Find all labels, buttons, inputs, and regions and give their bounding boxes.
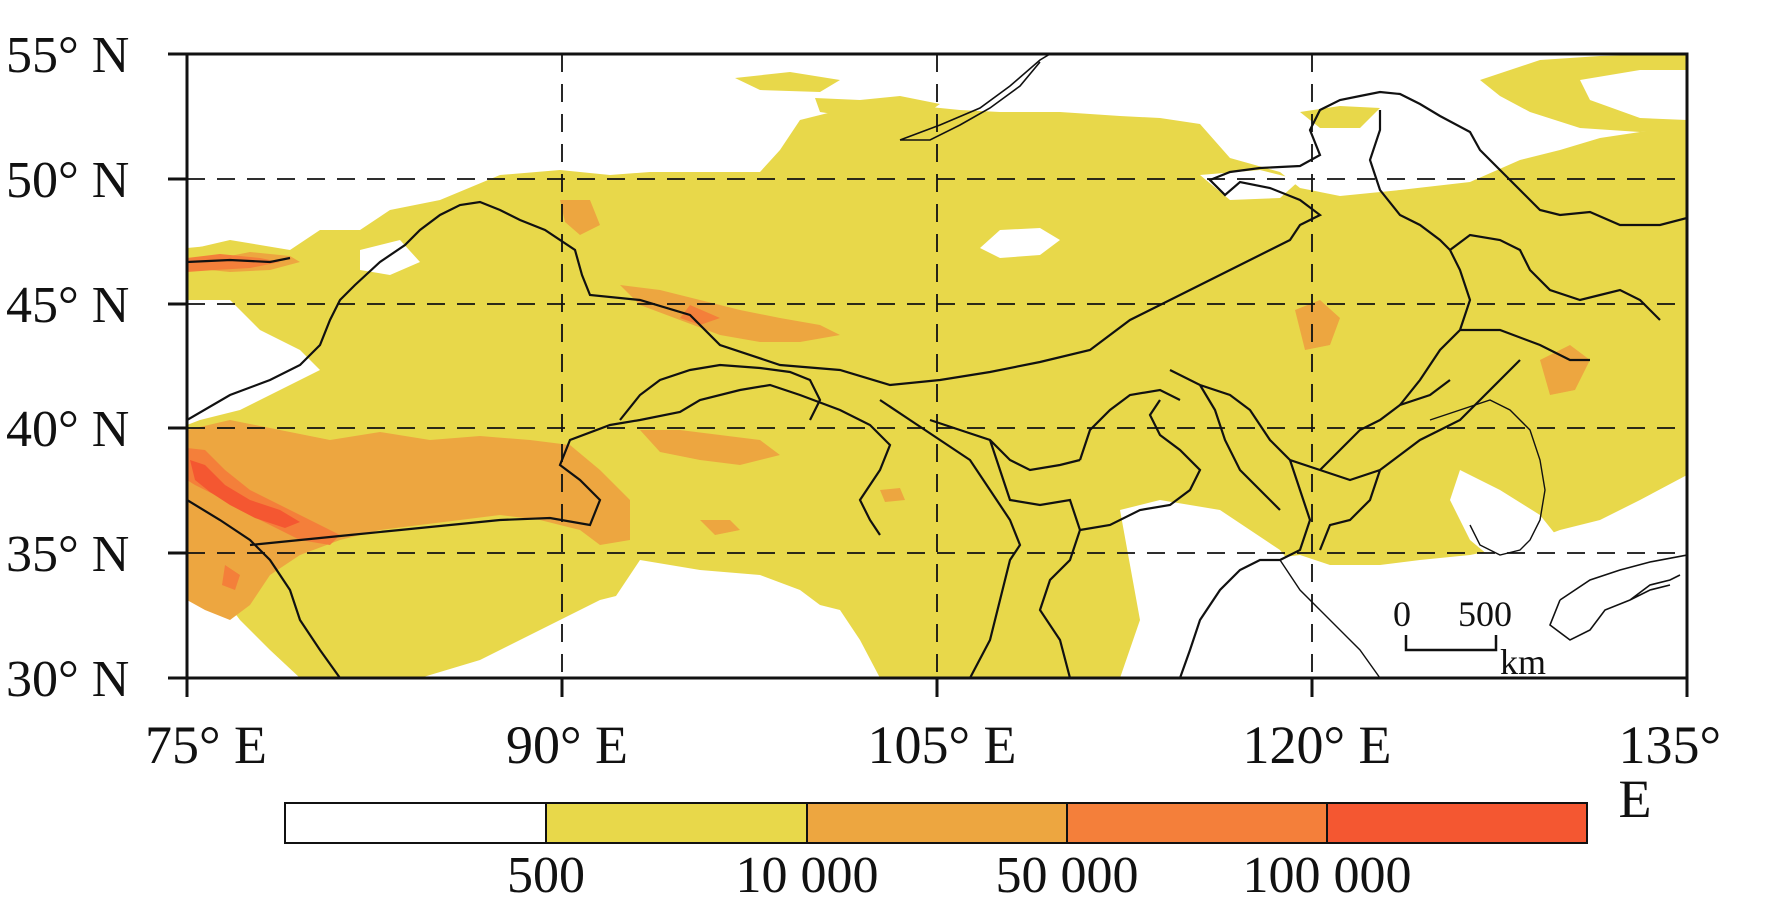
lat-label-50n: 50° N: [6, 152, 130, 209]
inner-boundaries-central: [879, 388, 1202, 678]
korea-coast: [1429, 399, 1546, 556]
colorbar-label-50000: 50 000: [995, 847, 1139, 904]
lat-label-55n: 55° N: [6, 27, 130, 84]
japan-coast: [1549, 554, 1687, 641]
country-boundary-south: [187, 499, 341, 678]
lon-label-75e: 75° E: [144, 715, 268, 775]
colorbar-label-10000: 10 000: [735, 847, 879, 904]
fill-class-2: [187, 200, 1590, 620]
lon-label-135e: 135° E: [1618, 715, 1722, 829]
inner-boundary-tibet: [249, 383, 892, 547]
fill-class-4: [190, 460, 300, 528]
country-boundary: [187, 90, 1687, 421]
kazakh-border: [187, 256, 291, 264]
colorbar-swatch-2: [545, 802, 808, 844]
lon-label-105e: 105° E: [867, 715, 1017, 775]
colorbar-swatch-5: [1326, 802, 1588, 844]
inner-boundaries-northeast: [1368, 110, 1661, 406]
scale-bar-end-label: 500: [1458, 594, 1512, 634]
east-coast: [1279, 559, 1381, 678]
baikal-outline: [899, 54, 1051, 141]
scale-bar-unit-label: km: [1500, 642, 1547, 682]
lat-label-30n: 30° N: [6, 651, 130, 708]
lon-label-90e: 90° E: [505, 715, 629, 775]
lat-label-40n: 40° N: [6, 401, 130, 458]
colorbar-swatch-4: [1066, 802, 1328, 844]
colorbar-label-100000: 100 000: [1242, 847, 1412, 904]
scale-bar: [1404, 635, 1498, 652]
boundary-lines: [187, 54, 1687, 678]
axis-ticks: [168, 52, 1689, 697]
lat-label-45n: 45° N: [6, 277, 130, 334]
colorbar: [284, 802, 1588, 844]
colorbar-swatch-1: [284, 802, 547, 844]
lon-label-120e: 120° E: [1242, 715, 1392, 775]
gridlines: [187, 54, 1687, 678]
colorbar-label-500: 500: [507, 847, 585, 904]
scale-bar-start-label: 0: [1393, 594, 1411, 634]
inner-boundaries-east: [1169, 359, 1521, 678]
fill-class-1-north: [735, 54, 1687, 132]
lat-label-35n: 35° N: [6, 526, 130, 583]
inner-boundary-qinghai: [619, 363, 822, 421]
colorbar-swatch-3: [806, 802, 1068, 844]
